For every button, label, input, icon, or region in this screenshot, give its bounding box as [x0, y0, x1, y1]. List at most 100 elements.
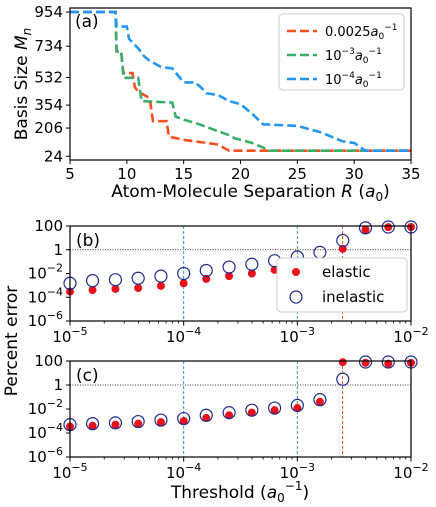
- elastic-point: [247, 269, 256, 278]
- y-tick-label-b: 10−2: [28, 262, 63, 283]
- inelastic-point: [358, 355, 373, 369]
- inelastic-point: [85, 274, 100, 288]
- inelastic-point: [85, 417, 100, 431]
- panel-a: 5 10 15 20 25 30 35 24 206 354 532 734 954 (a) Atom-Mo…: [12, 3, 421, 204]
- elastic-point: [134, 284, 143, 293]
- elastic-point: [179, 417, 188, 425]
- inelastic-point: [336, 233, 350, 248]
- y-tick-label-c: 10−6: [28, 445, 63, 466]
- legend-label-1: 0.0025a0−1: [325, 23, 397, 42]
- y-tick-label-c: 10−4: [28, 421, 63, 442]
- x-tick-label-a: 25: [288, 165, 307, 183]
- x-tick-label-a: 10: [117, 165, 136, 183]
- elastic-point: [293, 404, 302, 413]
- elastic-point: [111, 284, 120, 293]
- inelastic-point: [268, 401, 282, 415]
- elastic-point: [338, 244, 347, 253]
- legend-b: elastic inelastic: [276, 257, 408, 313]
- legend-box-b: [276, 257, 408, 313]
- inelastic-point: [381, 355, 395, 369]
- panel-label-c: (c): [76, 366, 99, 386]
- y-tick-label-c: 100: [34, 352, 63, 370]
- elastic-point: [361, 358, 370, 367]
- y-tick-label-a: 954: [34, 3, 63, 21]
- inelastic-point: [108, 416, 123, 430]
- panel-b: 10−5 10−4 10−3 10−2100110−210−410−6(b)elast…: [28, 217, 429, 346]
- x-tick-label-b: 10−4: [166, 325, 201, 346]
- elastic-point: [111, 420, 120, 429]
- elastic-point: [361, 225, 370, 234]
- panel-label-a: (a): [75, 12, 99, 32]
- elastic-point: [384, 223, 393, 232]
- x-tick-label-a: 35: [401, 165, 420, 183]
- inelastic-point: [222, 406, 236, 420]
- series-line-2: [70, 10, 411, 152]
- inelastic-point: [199, 408, 213, 422]
- inelastic-point: [381, 220, 395, 234]
- x-tick-label-b: 10−3: [280, 325, 315, 346]
- x-tick-label-c: 10−2: [393, 461, 428, 482]
- shared-labels: Percent error Threshold (a0−1): [2, 286, 309, 505]
- x-tick-label-c: 10−4: [166, 461, 201, 482]
- elastic-point: [225, 272, 234, 281]
- inelastic-point: [313, 393, 327, 407]
- elastic-point: [156, 281, 165, 290]
- elastic-point: [315, 397, 324, 406]
- inelastic-point: [177, 266, 191, 281]
- legend-a: 0.0025a0−1 10−3a0−1 10−4a0−1: [278, 13, 405, 91]
- y-tick-label-b: 10−6: [28, 309, 63, 330]
- y-tick-label-b: 100: [34, 217, 63, 235]
- y-axis-label-shared: Percent error: [2, 286, 22, 397]
- elastic-point: [247, 408, 256, 417]
- x-tick-label-a: 30: [345, 165, 364, 183]
- elastic-point: [134, 419, 143, 428]
- elastic-point: [88, 421, 97, 430]
- elastic-point: [88, 286, 97, 295]
- series-line-3: [70, 10, 411, 152]
- inelastic-point: [108, 273, 123, 287]
- inelastic-point: [313, 245, 327, 259]
- x-axis-label-a: Atom-Molecule Separation R (a0): [111, 182, 389, 204]
- inelastic-point: [222, 260, 236, 274]
- inelastic-point: [245, 403, 259, 417]
- y-tick-label-b: 10−4: [28, 285, 63, 306]
- elastic-point: [270, 406, 279, 415]
- legend-box-a: [278, 13, 405, 91]
- x-tick-label-a: 5: [65, 165, 75, 183]
- x-tick-label-b: 10−2: [393, 325, 428, 346]
- y-tick-label-a: 206: [34, 119, 63, 137]
- elastic-point: [202, 274, 211, 283]
- inelastic-point: [177, 411, 191, 426]
- elastic-point: [225, 411, 234, 420]
- y-tick-label-a: 354: [34, 96, 63, 114]
- panel-c: 10−5 10−4 10−3 10−2 100 1 10−2 10−4 10−6 (c): [28, 352, 429, 482]
- inelastic-point: [131, 414, 145, 429]
- axes-frame-c: [69, 360, 412, 458]
- x-tick-label-c: 10−5: [52, 461, 87, 482]
- legend-label-2: 10−3a0−1: [325, 47, 382, 66]
- y-tick-label-c: 10−2: [28, 397, 63, 418]
- inelastic-point: [154, 269, 168, 283]
- inelastic-point: [290, 398, 304, 412]
- y-tick-label-a: 24: [44, 147, 63, 165]
- inelastic-point: [336, 372, 350, 386]
- x-tick-label-b: 10−5: [52, 325, 87, 346]
- elastic-point: [179, 279, 188, 288]
- y-tick-label-c: 1: [53, 376, 63, 394]
- inelastic-point: [199, 263, 213, 278]
- x-tick-label-a: 15: [174, 165, 193, 183]
- inelastic-point: [131, 271, 145, 285]
- elastic-point: [338, 358, 347, 367]
- inelastic-point: [154, 413, 168, 427]
- elastic-point: [156, 418, 165, 427]
- legend-label-3: 10−4a0−1: [325, 71, 382, 90]
- legend-swatch-inelastic: [289, 290, 303, 304]
- y-tick-label-b: 1: [53, 241, 63, 259]
- x-tick-label-c: 10−3: [280, 461, 315, 482]
- legend-swatch-elastic: [292, 268, 300, 276]
- x-tick-label-a: 20: [231, 165, 250, 183]
- elastic-point: [202, 413, 211, 422]
- elastic-point: [384, 359, 393, 368]
- inelastic-point: [245, 257, 259, 271]
